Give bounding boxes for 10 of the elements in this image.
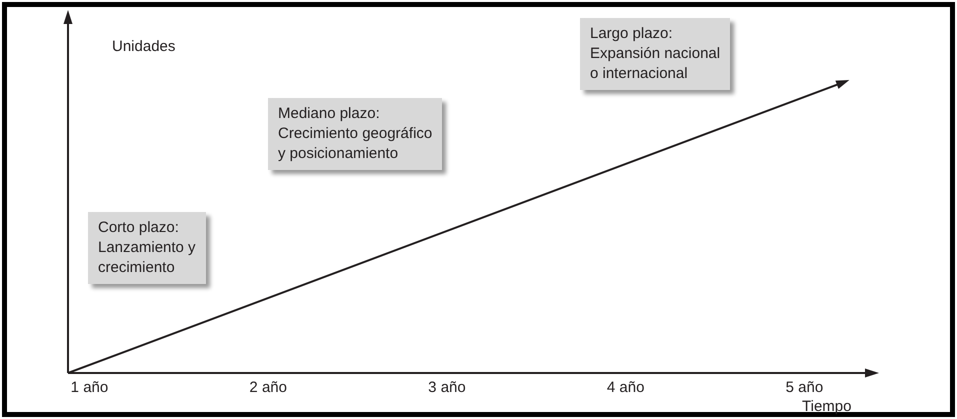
y-axis-title: Unidades xyxy=(112,38,176,55)
x-tick-label: 4 año xyxy=(606,379,644,396)
text: Largo plazo: Expansión nacional o internacional xyxy=(580,18,730,90)
x-tick-label: 5 año xyxy=(786,379,824,396)
x-tick-label: 1 año xyxy=(70,379,108,396)
annotation: Mediano plazo: Crecimiento geográfico y posicionamiento xyxy=(268,98,442,170)
x-tick-label: 3 año xyxy=(428,379,466,396)
x-axis-title: Tiempo xyxy=(802,398,852,415)
annotation: Corto plazo: Lanzamiento y crecimiento xyxy=(88,212,206,284)
x-tick-label: 2 año xyxy=(249,379,287,396)
